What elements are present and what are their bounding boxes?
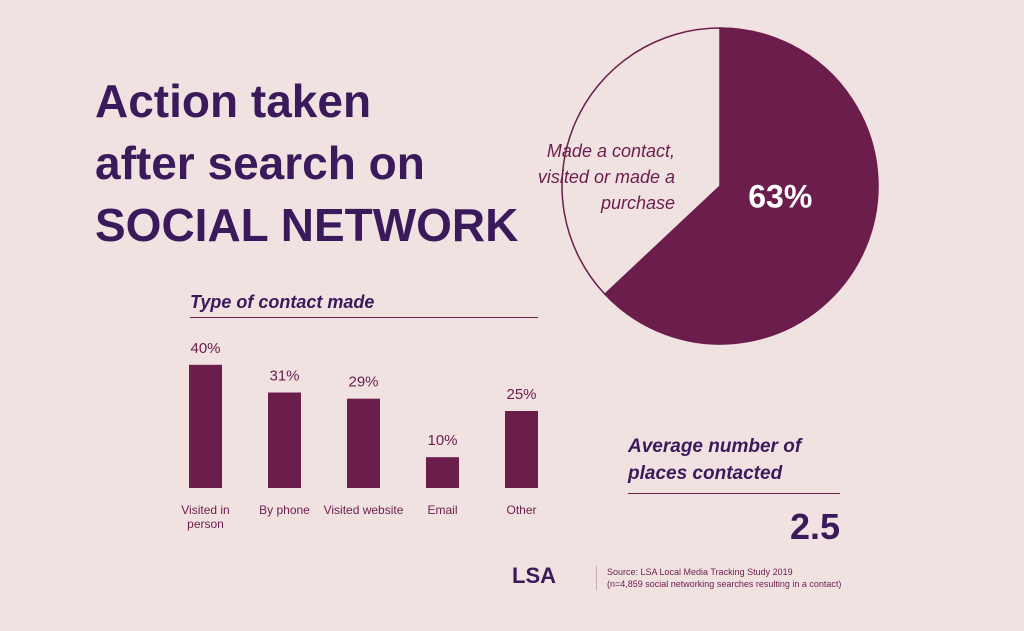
bar bbox=[426, 457, 459, 488]
bar-value-label: 31% bbox=[269, 367, 299, 384]
source-note: (n=4,859 social networking searches resu… bbox=[607, 579, 842, 589]
bar-value-label: 40% bbox=[190, 340, 220, 357]
bar-value-label: 10% bbox=[427, 432, 457, 449]
pie-value-label: 63% bbox=[748, 179, 812, 215]
bar-category-label: Other bbox=[506, 503, 537, 517]
bar bbox=[268, 392, 301, 488]
pie-slice bbox=[561, 27, 721, 296]
bar-value-label: 25% bbox=[506, 386, 536, 403]
bar-category-label: By phone bbox=[259, 503, 310, 517]
bar-value-label: 29% bbox=[348, 374, 378, 391]
pie-category-label: Made a contact, visited or made a purcha… bbox=[537, 141, 675, 213]
bar-category-label: Visited in person bbox=[181, 503, 230, 531]
bar bbox=[189, 364, 222, 488]
source: Source: LSA Local Media Tracking Study 2… bbox=[596, 566, 841, 590]
title-line: after search on bbox=[95, 137, 425, 189]
title: Action taken after search on SOCIAL NETW… bbox=[95, 70, 518, 256]
bar bbox=[347, 398, 380, 488]
logo: LSA bbox=[512, 563, 556, 588]
source-text: Source: LSA Local Media Tracking Study 2… bbox=[607, 567, 793, 577]
title-line: Action taken bbox=[95, 75, 372, 127]
pie-slice bbox=[603, 27, 879, 345]
bar bbox=[505, 411, 538, 488]
bar-category-label: Visited website bbox=[323, 503, 404, 517]
title-line: SOCIAL NETWORK bbox=[95, 199, 519, 251]
bar-chart-title: Type of contact made bbox=[190, 292, 538, 318]
average-label: Average number of places contacted bbox=[628, 433, 840, 494]
average-value: 2.5 bbox=[789, 506, 840, 547]
bar-category-label: Email bbox=[427, 503, 458, 517]
